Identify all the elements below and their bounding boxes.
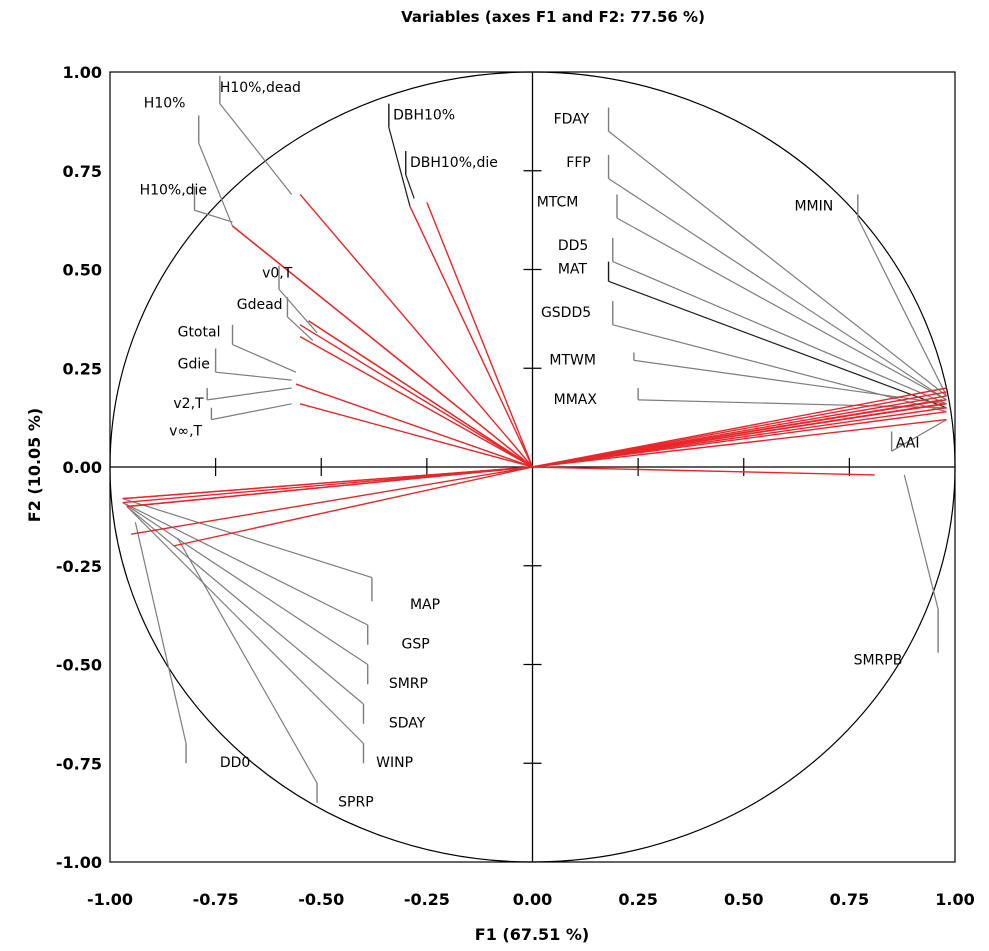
y-tick-label: 0.50 (63, 261, 102, 280)
variable-label: DD5 (558, 238, 588, 254)
x-axis-label: F1 (67.51 %) (475, 925, 589, 944)
variable-vector (299, 193, 534, 468)
leader-line (857, 217, 948, 397)
variable-label: MAP (410, 597, 440, 613)
variable-vector (122, 466, 533, 500)
y-tick-label: 0.00 (63, 458, 102, 477)
x-tick-label: -0.25 (404, 890, 450, 909)
variable-vector (532, 387, 947, 468)
variable-label: GSP (402, 637, 430, 653)
variable-label: v0,T (262, 265, 293, 281)
variable-vector (308, 320, 533, 468)
variable-vector (532, 411, 947, 468)
variable-label: FDAY (554, 111, 590, 127)
variable-vector (532, 466, 875, 476)
x-tick-label: 0.00 (513, 890, 552, 909)
leader-line (232, 344, 297, 373)
leader-line (126, 506, 364, 744)
leader-line (207, 387, 292, 401)
variable-vector (173, 466, 533, 547)
leader-line (134, 522, 187, 744)
variable-label: v2,T (173, 396, 204, 412)
variable-label: Gdead (237, 297, 283, 313)
x-tick-label: 0.50 (724, 890, 763, 909)
variable-label: Gdie (178, 356, 210, 372)
leader-line (122, 498, 373, 579)
variable-label: MMIN (794, 198, 833, 214)
x-tick-label: 0.25 (618, 890, 657, 909)
leader-line (177, 537, 318, 784)
leader-line (198, 142, 234, 227)
variable-label: DBH10%,die (410, 155, 498, 171)
variable-vector (299, 336, 533, 468)
leader-line (219, 103, 293, 195)
leader-line (612, 324, 947, 413)
variable-label: DBH10% (393, 107, 455, 123)
leader-line (891, 419, 947, 452)
variable-vector (232, 225, 533, 468)
variable-label: WINP (376, 755, 413, 771)
variable-vector (126, 466, 533, 508)
y-tick-label: -1.00 (56, 853, 102, 872)
variable-vector (409, 206, 534, 468)
variable-label: SMRPB (854, 653, 903, 669)
y-tick-label: 0.75 (63, 162, 102, 181)
plot-area: -1.00 -0.75 -0.50 -0.25 0.00 0.25 0.50 0.75 1.00… (56, 63, 975, 909)
y-tick-label: -0.75 (56, 754, 102, 773)
leader-line (194, 209, 233, 223)
variable-vector (299, 403, 533, 468)
leader-line (612, 261, 947, 405)
leader-line (903, 474, 939, 610)
leader-line (405, 174, 415, 199)
leader-line (608, 178, 947, 401)
variable-label: H10% (144, 96, 186, 112)
x-tick-label: 0.75 (830, 890, 869, 909)
variable-label: SDAY (389, 716, 426, 732)
leader-line (278, 288, 318, 334)
x-tick-label: 1.00 (935, 890, 974, 909)
leader-line (633, 359, 947, 405)
leader-line (215, 371, 292, 381)
variable-label: DD0 (220, 755, 250, 771)
leader-line (388, 127, 411, 207)
y-tick-label: 0.25 (63, 359, 102, 378)
variable-vector (532, 403, 943, 468)
y-axis-label: F2 (10.05 %) (25, 408, 44, 522)
leader-line (638, 399, 947, 409)
chart-title: Variables (axes F1 and F2: 77.56 %) (401, 8, 705, 26)
variable-label: MAT (558, 261, 588, 277)
variable-label: AAI (896, 435, 920, 451)
variable-label: FFP (566, 155, 591, 171)
variable-label: MTWM (549, 352, 596, 368)
x-tick-label: -0.75 (193, 890, 239, 909)
variable-label: v∞,T (169, 423, 202, 439)
variable-label: SPRP (338, 795, 374, 811)
leader-line (122, 502, 368, 626)
variable-label: MMAX (554, 392, 598, 408)
variable-label: H10%,die (140, 182, 207, 198)
x-tick-label: -1.00 (87, 890, 133, 909)
variable-label: MTCM (537, 194, 579, 210)
x-tick-label: -0.50 (298, 890, 344, 909)
leader-line (608, 130, 947, 397)
variable-vector (299, 324, 533, 468)
leader-line (122, 502, 369, 666)
leader-line (126, 506, 364, 705)
leader-line (616, 217, 947, 401)
variable-label: GSDD5 (541, 305, 591, 321)
variable-vector (131, 466, 533, 535)
variable-label: SMRP (389, 676, 428, 692)
variable-vector (295, 383, 533, 468)
leader-line (287, 316, 314, 342)
leader-line (211, 403, 292, 421)
variable-vector (532, 418, 947, 468)
leader-line (608, 280, 947, 409)
y-tick-label: -0.25 (56, 557, 102, 576)
y-tick-label: 1.00 (63, 63, 102, 82)
variable-label: Gtotal (178, 325, 221, 341)
y-tick-label: -0.50 (56, 656, 102, 675)
variable-vector (426, 202, 534, 468)
variable-label: H10%,dead (220, 80, 301, 96)
